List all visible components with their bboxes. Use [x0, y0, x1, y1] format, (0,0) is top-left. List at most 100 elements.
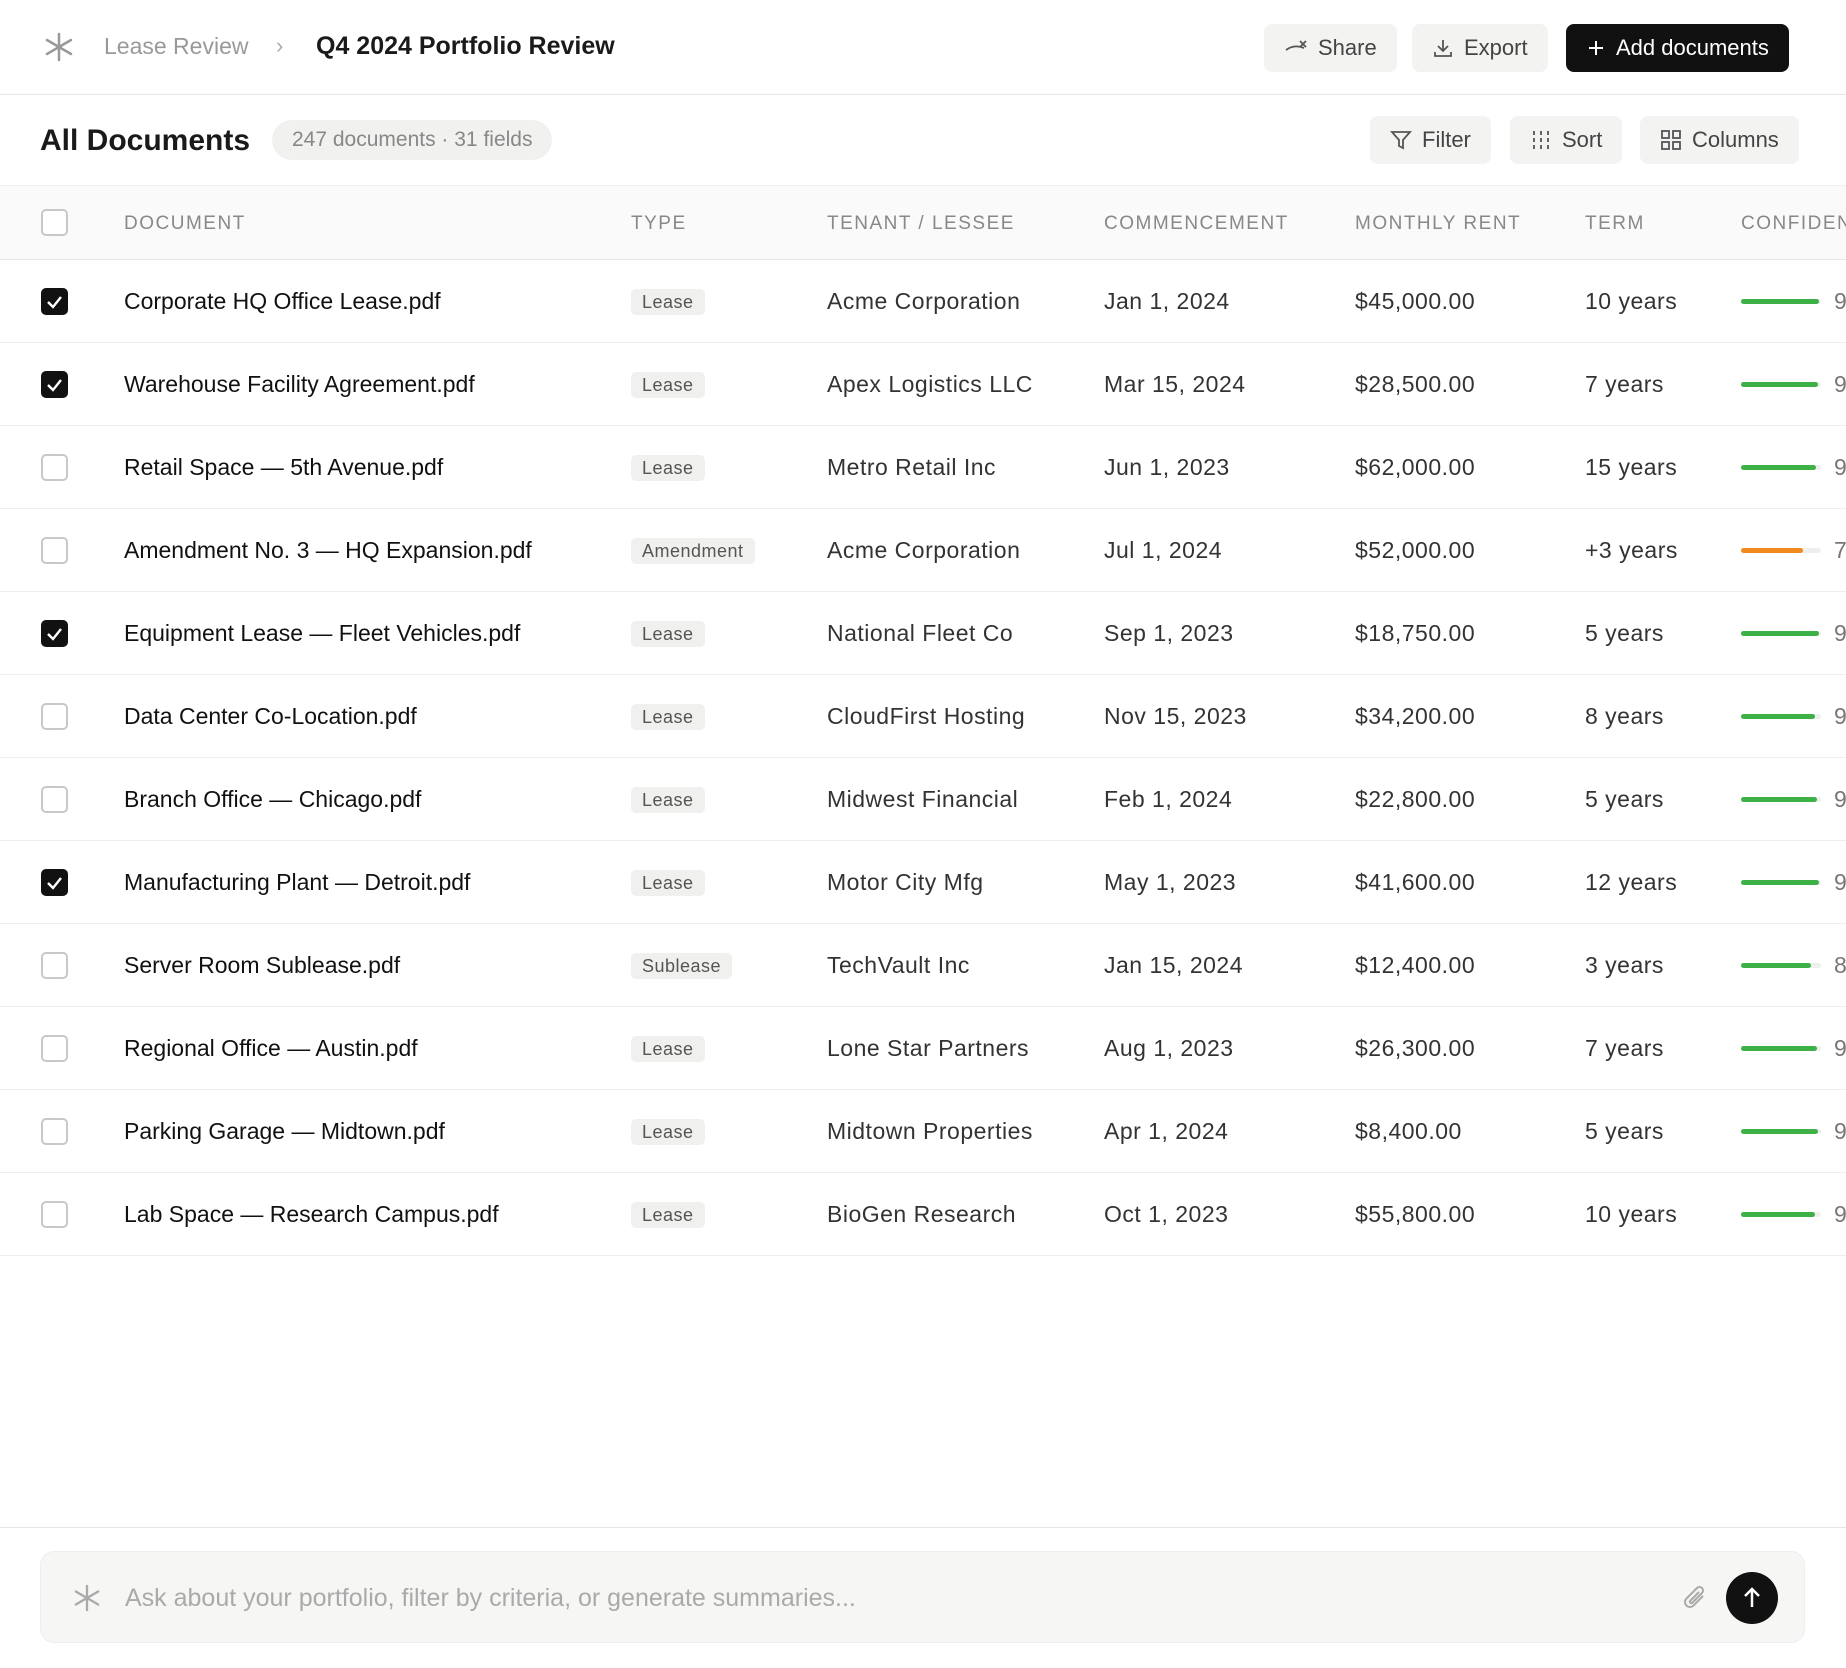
column-header: MONTHLY RENT	[1355, 213, 1522, 234]
tenant: Motor City Mfg	[827, 869, 984, 895]
table-row[interactable]: Data Center Co-Location.pdf Lease CloudFir…	[0, 675, 1846, 758]
confidence-bar	[1741, 797, 1817, 802]
confidence-value: 98	[1834, 288, 1846, 314]
table-row[interactable]: Lab Space — Research Campus.pdf Lease BioG…	[0, 1173, 1846, 1256]
rent: $55,800.00	[1355, 1201, 1476, 1227]
document-name: Server Room Sublease.pdf	[124, 952, 401, 978]
column-header: COMMENCEMENT	[1104, 213, 1289, 234]
columns-button[interactable]: Columns	[1640, 116, 1799, 164]
share-button[interactable]: Share	[1264, 24, 1397, 72]
commencement: Mar 15, 2024	[1104, 371, 1246, 397]
column-header: TENANT / LESSEE	[827, 213, 1015, 234]
confidence-track	[1741, 1129, 1821, 1134]
confidence-value: 93	[1834, 703, 1846, 729]
row-checkbox[interactable]	[41, 1201, 68, 1228]
confidence-track	[1741, 382, 1821, 387]
composer[interactable]: Ask about your portfolio, filter by crit…	[40, 1551, 1805, 1643]
confidence-value: 78	[1834, 537, 1846, 563]
table-row[interactable]: Retail Space — 5th Avenue.pdf Lease Metro …	[0, 426, 1846, 509]
confidence-bar	[1741, 963, 1812, 968]
composer-icon	[74, 1584, 100, 1612]
confidence-track	[1741, 880, 1821, 885]
rent: $18,750.00	[1355, 620, 1476, 646]
table-row[interactable]: Parking Garage — Midtown.pdf Lease Midtown…	[0, 1090, 1846, 1173]
table-row[interactable]: Server Room Sublease.pdf Sublease TechVaul…	[0, 924, 1846, 1007]
type-tag: Amendment	[631, 538, 755, 564]
commencement: Oct 1, 2023	[1104, 1201, 1229, 1227]
confidence-value: 96	[1834, 371, 1846, 397]
table-header: DOCUMENT TYPE TENANT / LESSEE COMMENCEMENT M…	[0, 185, 1846, 260]
row-checkbox[interactable]	[41, 786, 68, 813]
export-button[interactable]: Export	[1412, 24, 1548, 72]
logo	[45, 32, 73, 62]
row-checkbox[interactable]	[41, 703, 68, 730]
row-checkbox[interactable]	[41, 869, 68, 896]
table-row[interactable]: Warehouse Facility Agreement.pdf Lease Ape…	[0, 343, 1846, 426]
tenant: Midtown Properties	[827, 1118, 1033, 1144]
button-label: Columns	[1692, 127, 1779, 152]
rent: $22,800.00	[1355, 786, 1476, 812]
confidence-track	[1741, 714, 1821, 719]
confidence-value: 95	[1834, 786, 1846, 812]
table-row[interactable]: Amendment No. 3 — HQ Expansion.pdf Amendm…	[0, 509, 1846, 592]
tenant: Apex Logistics LLC	[827, 371, 1033, 397]
breadcrumb-separator: ›	[276, 33, 284, 58]
table-row[interactable]: Corporate HQ Office Lease.pdf Lease Acme C…	[0, 260, 1846, 343]
document-name: Manufacturing Plant — Detroit.pdf	[124, 869, 471, 895]
table-row[interactable]: Manufacturing Plant — Detroit.pdf Lease Mo…	[0, 841, 1846, 924]
confidence-value: 96	[1834, 1118, 1846, 1144]
document-name: Regional Office — Austin.pdf	[124, 1035, 418, 1061]
rent: $26,300.00	[1355, 1035, 1476, 1061]
row-checkbox[interactable]	[41, 288, 68, 315]
columns-icon	[1661, 130, 1681, 150]
commencement: Apr 1, 2024	[1104, 1118, 1229, 1144]
type-tag: Lease	[631, 455, 705, 481]
button-label: Export	[1464, 35, 1528, 60]
table-row[interactable]: Branch Office — Chicago.pdf Lease Midwest …	[0, 758, 1846, 841]
row-checkbox[interactable]	[41, 371, 68, 398]
term: 15 years	[1585, 454, 1678, 480]
rent: $52,000.00	[1355, 537, 1476, 563]
row-checkbox[interactable]	[41, 537, 68, 564]
breadcrumb[interactable]: Lease Review	[104, 33, 249, 59]
term: 12 years	[1585, 869, 1678, 895]
row-checkbox[interactable]	[41, 620, 68, 647]
type-tag: Lease	[631, 704, 705, 730]
term: 5 years	[1585, 1118, 1664, 1144]
type-tag: Lease	[631, 1036, 705, 1062]
select-all-checkbox[interactable]	[41, 209, 68, 236]
column-header: CONFIDENCE	[1741, 213, 1846, 234]
document-name: Lab Space — Research Campus.pdf	[124, 1201, 499, 1227]
term: 5 years	[1585, 786, 1664, 812]
row-checkbox[interactable]	[41, 454, 68, 481]
composer-placeholder[interactable]: Ask about your portfolio, filter by crit…	[125, 1584, 856, 1612]
add-documents-button[interactable]: Add documents	[1566, 24, 1789, 72]
tenant: Acme Corporation	[827, 288, 1021, 314]
filter-icon	[1390, 131, 1412, 150]
send-button[interactable]	[1726, 1572, 1778, 1624]
type-tag: Lease	[631, 621, 705, 647]
document-name: Amendment No. 3 — HQ Expansion.pdf	[124, 537, 532, 563]
export-icon	[1434, 40, 1452, 57]
commencement: Jan 1, 2024	[1104, 288, 1230, 314]
rent: $34,200.00	[1355, 703, 1476, 729]
tenant: TechVault Inc	[827, 952, 970, 978]
filter-button[interactable]: Filter	[1370, 116, 1491, 164]
check-icon	[47, 296, 62, 309]
row-checkbox[interactable]	[41, 952, 68, 979]
sort-icon	[1533, 131, 1549, 149]
document-name: Branch Office — Chicago.pdf	[124, 786, 422, 812]
sort-button[interactable]: Sort	[1510, 116, 1623, 164]
term: 5 years	[1585, 620, 1664, 646]
type-tag: Lease	[631, 372, 705, 398]
row-checkbox[interactable]	[41, 1035, 68, 1062]
document-name: Data Center Co-Location.pdf	[124, 703, 417, 729]
confidence-track	[1741, 465, 1821, 470]
confidence-bar	[1741, 880, 1820, 885]
share-icon	[1285, 40, 1307, 51]
table-row[interactable]: Regional Office — Austin.pdf Lease Lone St…	[0, 1007, 1846, 1090]
type-tag: Lease	[631, 787, 705, 813]
table-row[interactable]: Equipment Lease — Fleet Vehicles.pdf Leas…	[0, 592, 1846, 675]
row-checkbox[interactable]	[41, 1118, 68, 1145]
attach-icon[interactable]	[1681, 1582, 1711, 1614]
